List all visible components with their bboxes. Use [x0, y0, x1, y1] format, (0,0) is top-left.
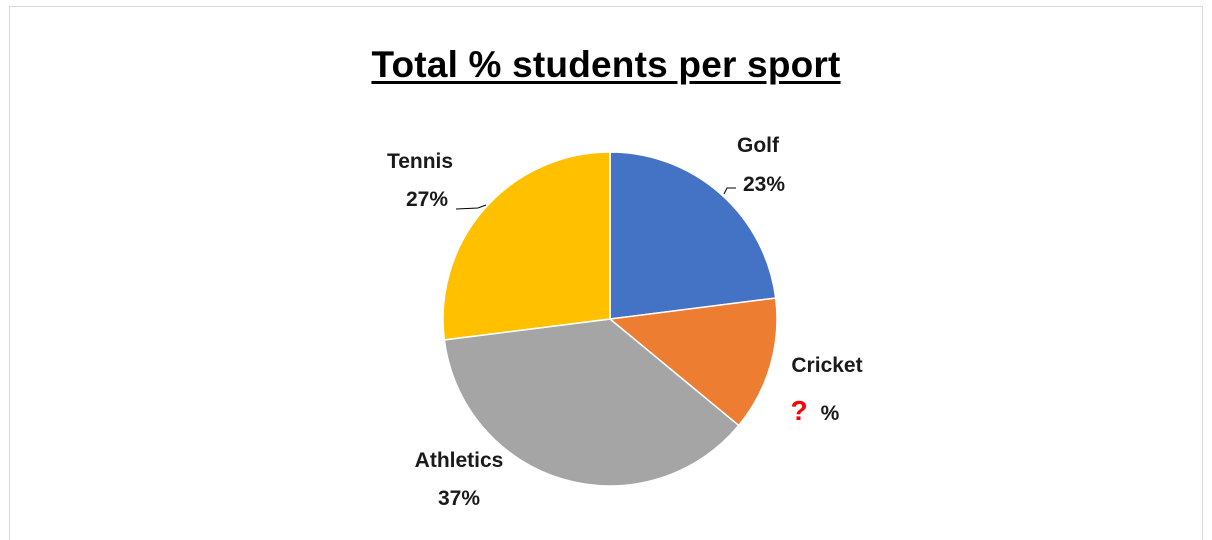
- slice-label-athletics: Athletics: [415, 449, 504, 472]
- slice-value-tennis: 27%: [406, 188, 448, 211]
- leader-line-golf: [724, 188, 736, 194]
- slice-label-cricket: Cricket: [791, 354, 862, 377]
- pie-slices: [443, 152, 777, 486]
- slice-value-cricket: %: [821, 402, 840, 425]
- pie-slice-tennis: [443, 152, 610, 340]
- slice-value-cricket-unknown: ?: [790, 395, 807, 426]
- slice-label-golf: Golf: [737, 134, 780, 157]
- leader-line-tennis: [456, 205, 486, 209]
- slice-label-tennis: Tennis: [387, 150, 453, 173]
- slice-value-athletics: 37%: [438, 487, 480, 510]
- slice-value-golf: 23%: [743, 173, 785, 196]
